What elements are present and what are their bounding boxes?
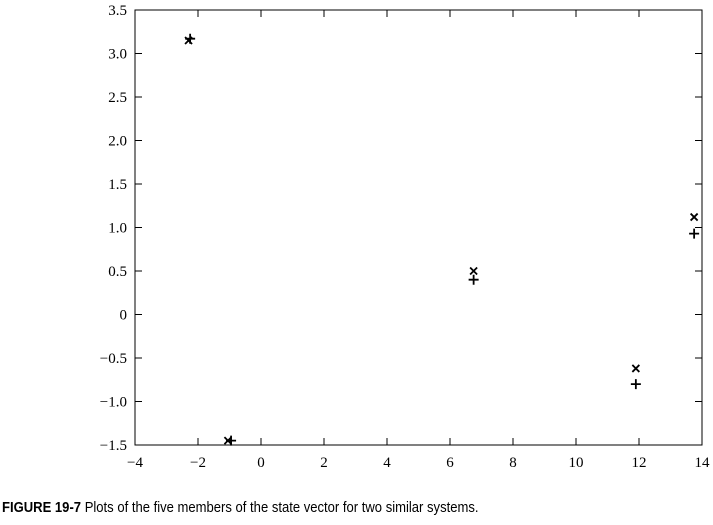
y-tick-label: 0 [120,308,128,324]
data-point-plus-marker [468,274,479,285]
y-tick-label: 1.0 [108,221,127,237]
data-point-plus-marker [630,379,641,390]
y-tick-label: −1.5 [100,438,127,454]
y-tick-label: 3.0 [108,47,127,63]
data-point-x-marker [689,212,699,222]
data-point-plus-marker [689,228,700,239]
data-point-x-marker [469,266,478,276]
figure-caption-text: Plots of the five members of the state v… [84,500,479,516]
data-points-layer [184,33,700,446]
plot-frame [134,9,703,446]
tick-labels-layer: −4 −2 0 2 4 6 8 10 12 14 −1.5 −1.0 −0.5 0 0.5 1.0 1.5 2.0… [100,3,710,471]
x-tick-label: 10 [569,455,584,471]
x-tick-label: 6 [446,455,454,471]
y-tick-label: 2.5 [108,90,127,106]
x-tick-label: −4 [127,455,143,471]
data-point-x-marker [631,364,640,373]
y-tick-label: −1.0 [100,395,127,411]
x-tick-label: 2 [320,455,328,471]
y-tick-label: 3.5 [108,3,127,19]
figure-caption: FIGURE 19-7 Plots of the five members of… [2,500,479,516]
x-tick-label: −2 [190,455,206,471]
x-tick-label: 0 [257,455,265,471]
x-tick-label: 12 [632,455,647,471]
x-tick-label: 4 [383,455,391,471]
y-tick-label: 1.5 [108,177,127,193]
data-point-plus-marker [185,33,196,44]
ticks-layer [134,9,703,446]
x-tick-label: 14 [695,455,711,471]
figure-caption-label: FIGURE 19-7 [2,500,82,516]
y-tick-label: 0.5 [108,264,127,280]
y-tick-label: −0.5 [100,351,127,367]
data-point-plus-marker [226,435,237,446]
x-tick-label: 8 [509,455,517,471]
y-tick-label: 2.0 [108,134,127,150]
